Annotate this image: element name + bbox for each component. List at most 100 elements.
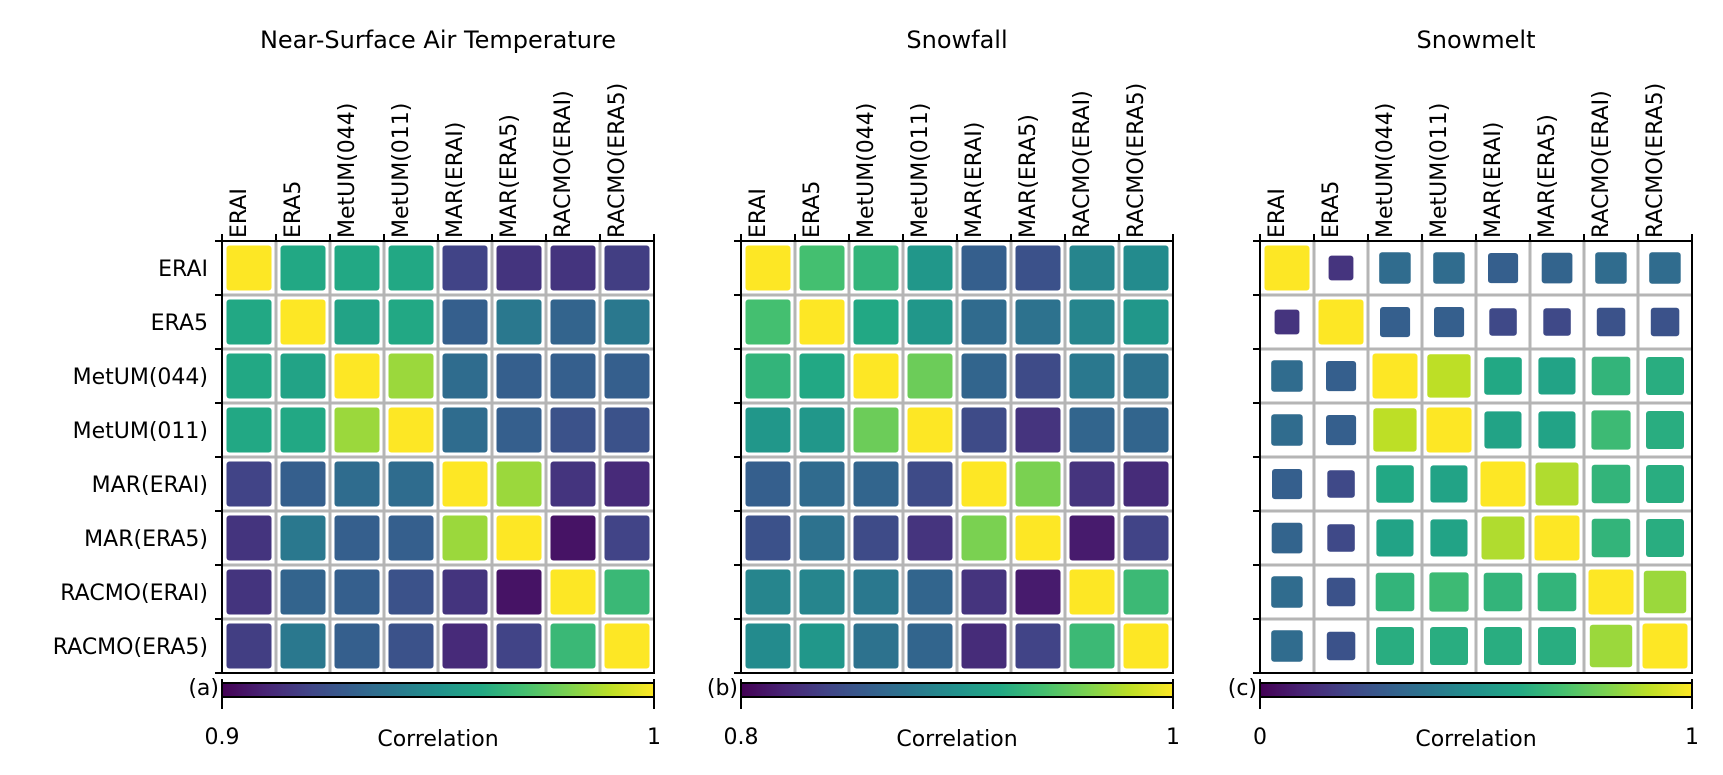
heatmap-cell xyxy=(280,245,326,291)
column-label: MAR(ERA5) xyxy=(1535,114,1560,238)
heatmap-cell xyxy=(388,623,434,669)
heatmap-cell xyxy=(799,461,845,507)
panel-title: Snowfall xyxy=(906,26,1007,54)
colorbar-label: Correlation xyxy=(1415,727,1536,752)
panel-title: Near-Surface Air Temperature xyxy=(260,26,616,54)
heatmap-cell xyxy=(388,245,434,291)
heatmap-cell xyxy=(745,623,791,669)
heatmap-cell xyxy=(1123,569,1169,615)
heatmap-cell xyxy=(1015,623,1061,669)
heatmap-cell xyxy=(1069,623,1115,669)
heatmap-cell xyxy=(1271,630,1303,662)
heatmap-cell xyxy=(1069,407,1115,453)
heatmap-cell xyxy=(1015,245,1061,291)
heatmap-cell xyxy=(1272,469,1303,500)
heatmap-cell xyxy=(226,299,272,345)
heatmap-cell xyxy=(1069,245,1115,291)
heatmap-cell xyxy=(1326,361,1357,392)
heatmap-cell xyxy=(1426,407,1472,453)
heatmap-cell xyxy=(1538,411,1576,449)
heatmap-cell xyxy=(1271,522,1303,554)
heatmap-cell xyxy=(1376,627,1414,665)
heatmap-cell xyxy=(907,569,953,615)
row-label: MetUM(011) xyxy=(73,419,208,444)
heatmap-cell xyxy=(1589,624,1633,668)
heatmap-cell xyxy=(388,461,434,507)
heatmap-cell xyxy=(334,407,380,453)
heatmap-cell xyxy=(1646,411,1684,449)
heatmap-cell xyxy=(1015,353,1061,399)
heatmap-cell xyxy=(1015,461,1061,507)
heatmap-cell xyxy=(496,461,542,507)
heatmap-cell xyxy=(1430,627,1468,665)
row-label: ERA5 xyxy=(151,311,208,336)
column-label: ERA5 xyxy=(800,181,825,238)
heatmap-cell xyxy=(1480,461,1526,507)
heatmap-cell xyxy=(907,623,953,669)
heatmap-cell xyxy=(496,353,542,399)
colorbar xyxy=(1259,682,1693,698)
column-label: MAR(ERA5) xyxy=(1016,114,1041,238)
heatmap-cell xyxy=(1588,569,1634,615)
heatmap-cell xyxy=(550,245,596,291)
heatmap-cell xyxy=(853,515,899,561)
heatmap-cell xyxy=(604,245,650,291)
heatmap-cell xyxy=(1595,252,1627,284)
heatmap-cell xyxy=(1484,627,1522,665)
heatmap-cell xyxy=(853,245,899,291)
heatmap-cell xyxy=(907,407,953,453)
heatmap-cell xyxy=(745,461,791,507)
heatmap-cell xyxy=(1537,572,1577,612)
heatmap-cell xyxy=(907,245,953,291)
column-label: RACMO(ERA5) xyxy=(605,83,630,238)
heatmap-cell xyxy=(1274,309,1300,335)
heatmap-cell xyxy=(388,407,434,453)
heatmap-cell xyxy=(604,353,650,399)
heatmap-cell xyxy=(1535,462,1579,506)
heatmap-cell xyxy=(604,623,650,669)
heatmap-cell xyxy=(1484,357,1522,395)
heatmap-cell xyxy=(1434,307,1465,338)
heatmap-cell xyxy=(550,353,596,399)
heatmap-cell xyxy=(604,407,650,453)
heatmap-cell xyxy=(334,353,380,399)
heatmap-cell xyxy=(1015,299,1061,345)
heatmap-cell xyxy=(1484,411,1522,449)
heatmap-cell xyxy=(961,407,1007,453)
heatmap-cell xyxy=(1596,307,1626,337)
heatmap-cell xyxy=(1591,464,1631,504)
heatmap-cell xyxy=(853,407,899,453)
column-label: RACMO(ERAI) xyxy=(1589,90,1614,238)
heatmap-cell xyxy=(1123,245,1169,291)
column-label: RACMO(ERAI) xyxy=(1070,90,1095,238)
colorbar-min-label: 0.8 xyxy=(724,725,759,750)
panel-2: Snowfall ERAI ERA5 MetUM(044) MetUM(011) MAR(… xyxy=(707,26,1180,752)
column-label: RACMO(ERA5) xyxy=(1643,83,1668,238)
heatmap-cell xyxy=(745,353,791,399)
heatmap-cell xyxy=(496,569,542,615)
heatmap-cell xyxy=(1380,307,1411,338)
heatmap-cell xyxy=(1123,299,1169,345)
heatmap-cell xyxy=(1430,519,1468,557)
heatmap-cell xyxy=(961,569,1007,615)
heatmap-cell xyxy=(1649,252,1681,284)
heatmap-cell xyxy=(334,623,380,669)
heatmap-cell xyxy=(1271,360,1303,392)
heatmap-cell xyxy=(280,299,326,345)
heatmap-cell xyxy=(604,515,650,561)
column-label: MAR(ERA5) xyxy=(497,114,522,238)
panel-1: Near-Surface Air Temperature ERAI ERA5 MetU… xyxy=(53,26,661,752)
heatmap-cell xyxy=(799,515,845,561)
column-label: ERAI xyxy=(746,188,771,238)
panel-title: Snowmelt xyxy=(1417,26,1536,54)
heatmap-cell xyxy=(1327,524,1355,552)
heatmap-cell xyxy=(1650,307,1680,337)
heatmap-cell xyxy=(1069,569,1115,615)
column-label: MetUM(044) xyxy=(335,103,360,238)
heatmap-cell xyxy=(1123,623,1169,669)
heatmap-cell xyxy=(853,623,899,669)
heatmap-cell xyxy=(496,623,542,669)
heatmap-cell xyxy=(1015,407,1061,453)
heatmap-cell xyxy=(1326,415,1357,446)
